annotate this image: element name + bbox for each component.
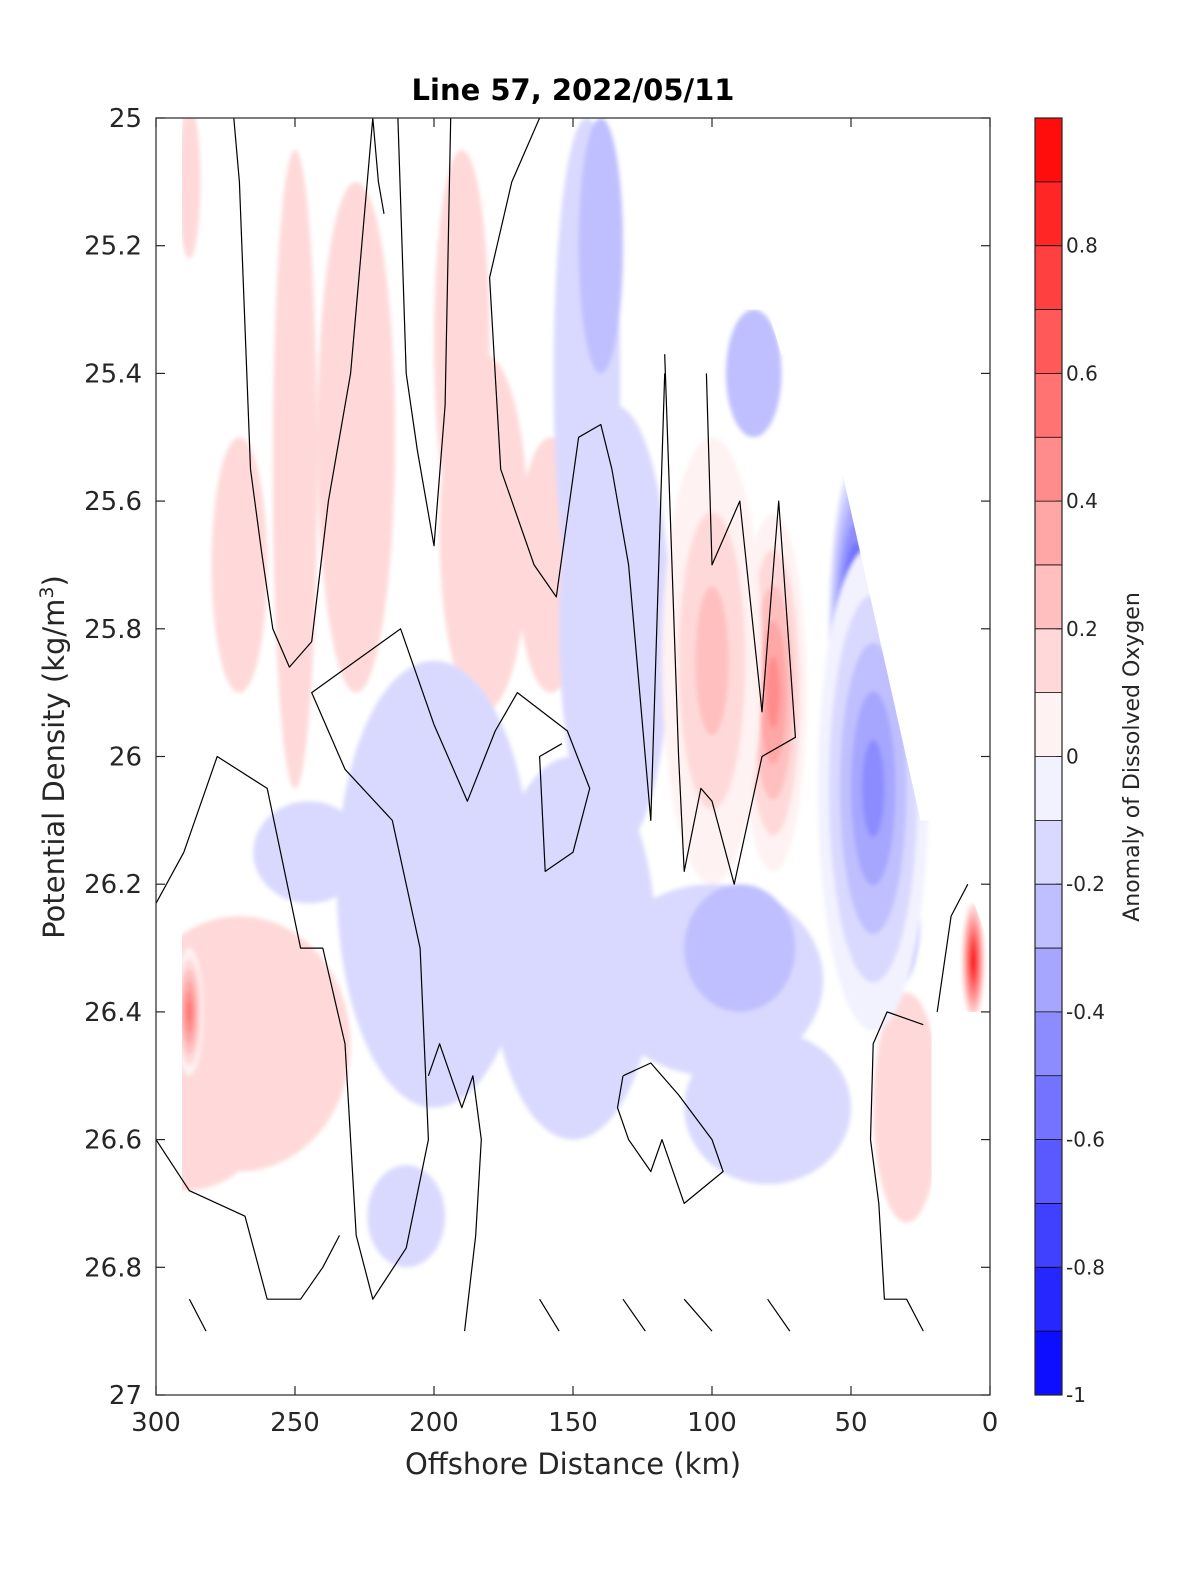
- zero-contour-line: [616, 1062, 724, 1204]
- patch-weak-negative: [559, 405, 671, 853]
- colorbar-title: Anomaly of Dissolved Oxygen: [1120, 592, 1145, 922]
- colorbar-segment: [1035, 1331, 1062, 1396]
- zero-contour-line: [489, 118, 666, 821]
- colorbar-segment: [1035, 118, 1062, 183]
- colorbar-segment: [1035, 564, 1062, 630]
- colorbar-segment: [1035, 373, 1062, 438]
- zero-contour-line: [622, 1298, 646, 1332]
- y-tick-label: 26.6: [84, 1126, 142, 1156]
- chart-title: Line 57, 2022/05/11: [412, 73, 735, 107]
- colorbar-tick-label: 0: [1066, 745, 1079, 769]
- x-tick-label: 150: [548, 1408, 598, 1438]
- feature-coastal-high-oxygen: [972, 954, 975, 968]
- colorbar-segment: [1035, 756, 1062, 821]
- colorbar-segment: [1035, 1139, 1062, 1204]
- patch-weak-negative: [336, 660, 532, 1108]
- colorbar-tick-label: 0.4: [1066, 489, 1098, 513]
- zero-contour-line: [936, 883, 969, 1012]
- zero-contour-line: [188, 1298, 207, 1332]
- patch-moderate-negative: [578, 118, 624, 374]
- anomaly-field: [182, 118, 990, 1395]
- x-axis: 300 250 200 150 100 50 0: [131, 118, 998, 1438]
- patch-weak-positive: [439, 354, 529, 712]
- x-tick-label: 200: [409, 1408, 459, 1438]
- y-axis-title: Potential Density (kg/m3): [36, 575, 71, 939]
- y-axis-title-sup: 3: [36, 586, 58, 598]
- zero-contour-line: [664, 354, 796, 885]
- zero-contour-line: [233, 118, 385, 668]
- colorbar-segment: [1035, 884, 1062, 949]
- zero-contours: [156, 118, 969, 1332]
- colorbar-segment: [1035, 692, 1062, 757]
- patch-weak-positive: [182, 1088, 254, 1191]
- colorbar-tick-label: 0.6: [1066, 361, 1098, 385]
- y-tick-label: 25.6: [84, 487, 142, 517]
- colorbar-tick-label: -0.2: [1066, 872, 1105, 896]
- feature-nearshore-low-oxygen: [862, 739, 885, 837]
- colorbar: -1 -0.8 -0.6 -0.4 -0.2 0 0.2 0.4 0.6 0.8: [1034, 117, 1105, 1407]
- patch-weak-positive: [182, 118, 201, 259]
- y-tick-label: 26: [109, 743, 142, 773]
- zero-contour-line: [156, 1139, 341, 1300]
- colorbar-tick-label: -0.4: [1066, 1000, 1105, 1024]
- y-axis: 25 25.2 25.4 25.6 25.8 26 26.2 26.4 26.6 26.8 27: [84, 104, 990, 1411]
- zero-contour-line: [427, 1043, 482, 1332]
- y-tick-label: 27: [109, 1381, 142, 1411]
- colorbar-segment: [1035, 245, 1062, 311]
- feature-offshore-high-oxygen: [187, 1001, 192, 1023]
- x-tick-label: 50: [834, 1408, 867, 1438]
- no-data-mask: [661, 118, 990, 949]
- colorbar-segment: [1035, 820, 1062, 885]
- colorbar-tick-label: -1: [1066, 1383, 1086, 1407]
- x-axis-title: Offshore Distance (km): [405, 1447, 741, 1481]
- y-tick-label: 26.2: [84, 870, 142, 900]
- zero-contour-line: [869, 1011, 924, 1332]
- x-tick-label: 100: [687, 1408, 737, 1438]
- zero-contour-line: [767, 1298, 791, 1332]
- patch-weak-negative: [489, 756, 657, 1140]
- colorbar-tick-label: -0.8: [1066, 1255, 1105, 1279]
- colorbar-segment: [1035, 501, 1062, 566]
- y-tick-label: 26.8: [84, 1253, 142, 1283]
- patch-moderate-negative: [725, 309, 782, 438]
- colorbar-segment: [1035, 181, 1062, 247]
- feature-high-oxygen-core: [766, 656, 780, 729]
- colorbar-segment: [1035, 1203, 1062, 1268]
- y-tick-label: 25.2: [84, 232, 142, 262]
- x-tick-label: 300: [131, 1408, 181, 1438]
- x-tick-label: 0: [982, 1408, 999, 1438]
- colorbar-segment: [1035, 1075, 1062, 1141]
- colorbar-tick-label: 0.8: [1066, 234, 1098, 258]
- patch-weak-positive: [272, 149, 318, 789]
- y-tick-label: 26.4: [84, 998, 142, 1028]
- zero-contour-line: [397, 118, 452, 547]
- feature-high-oxygen-band: [695, 586, 729, 736]
- x-tick-label: 250: [270, 1408, 320, 1438]
- y-tick-label: 25.8: [84, 615, 142, 645]
- colorbar-segment: [1035, 1011, 1062, 1077]
- y-tick-label: 25: [109, 104, 142, 134]
- colorbar-segment: [1035, 1267, 1062, 1332]
- y-axis-title-main: Potential Density (kg/m: [37, 599, 71, 939]
- zero-contour-line: [156, 628, 591, 1300]
- patch-weak-negative: [253, 801, 365, 904]
- no-data-mask-coastal: [931, 1011, 990, 1395]
- colorbar-tick-label: -0.6: [1066, 1128, 1105, 1152]
- patch-weak-positive: [873, 992, 940, 1223]
- zero-contour-line: [539, 1298, 560, 1332]
- patch-weak-negative: [684, 1031, 851, 1185]
- colorbar-tick-label: 0.2: [1066, 617, 1098, 641]
- colorbar-segment: [1035, 948, 1062, 1013]
- colorbar-segment: [1035, 628, 1062, 694]
- patch-moderate-negative: [684, 884, 796, 1012]
- patch-weak-positive: [211, 437, 268, 693]
- patch-weak-negative: [367, 1165, 446, 1268]
- zero-contour-line: [683, 1298, 713, 1332]
- colorbar-segment: [1035, 309, 1062, 374]
- colorbar-segment: [1035, 437, 1062, 502]
- y-tick-label: 25.4: [84, 359, 142, 389]
- patch-weak-positive: [317, 181, 396, 693]
- y-axis-title-close: ): [37, 575, 71, 586]
